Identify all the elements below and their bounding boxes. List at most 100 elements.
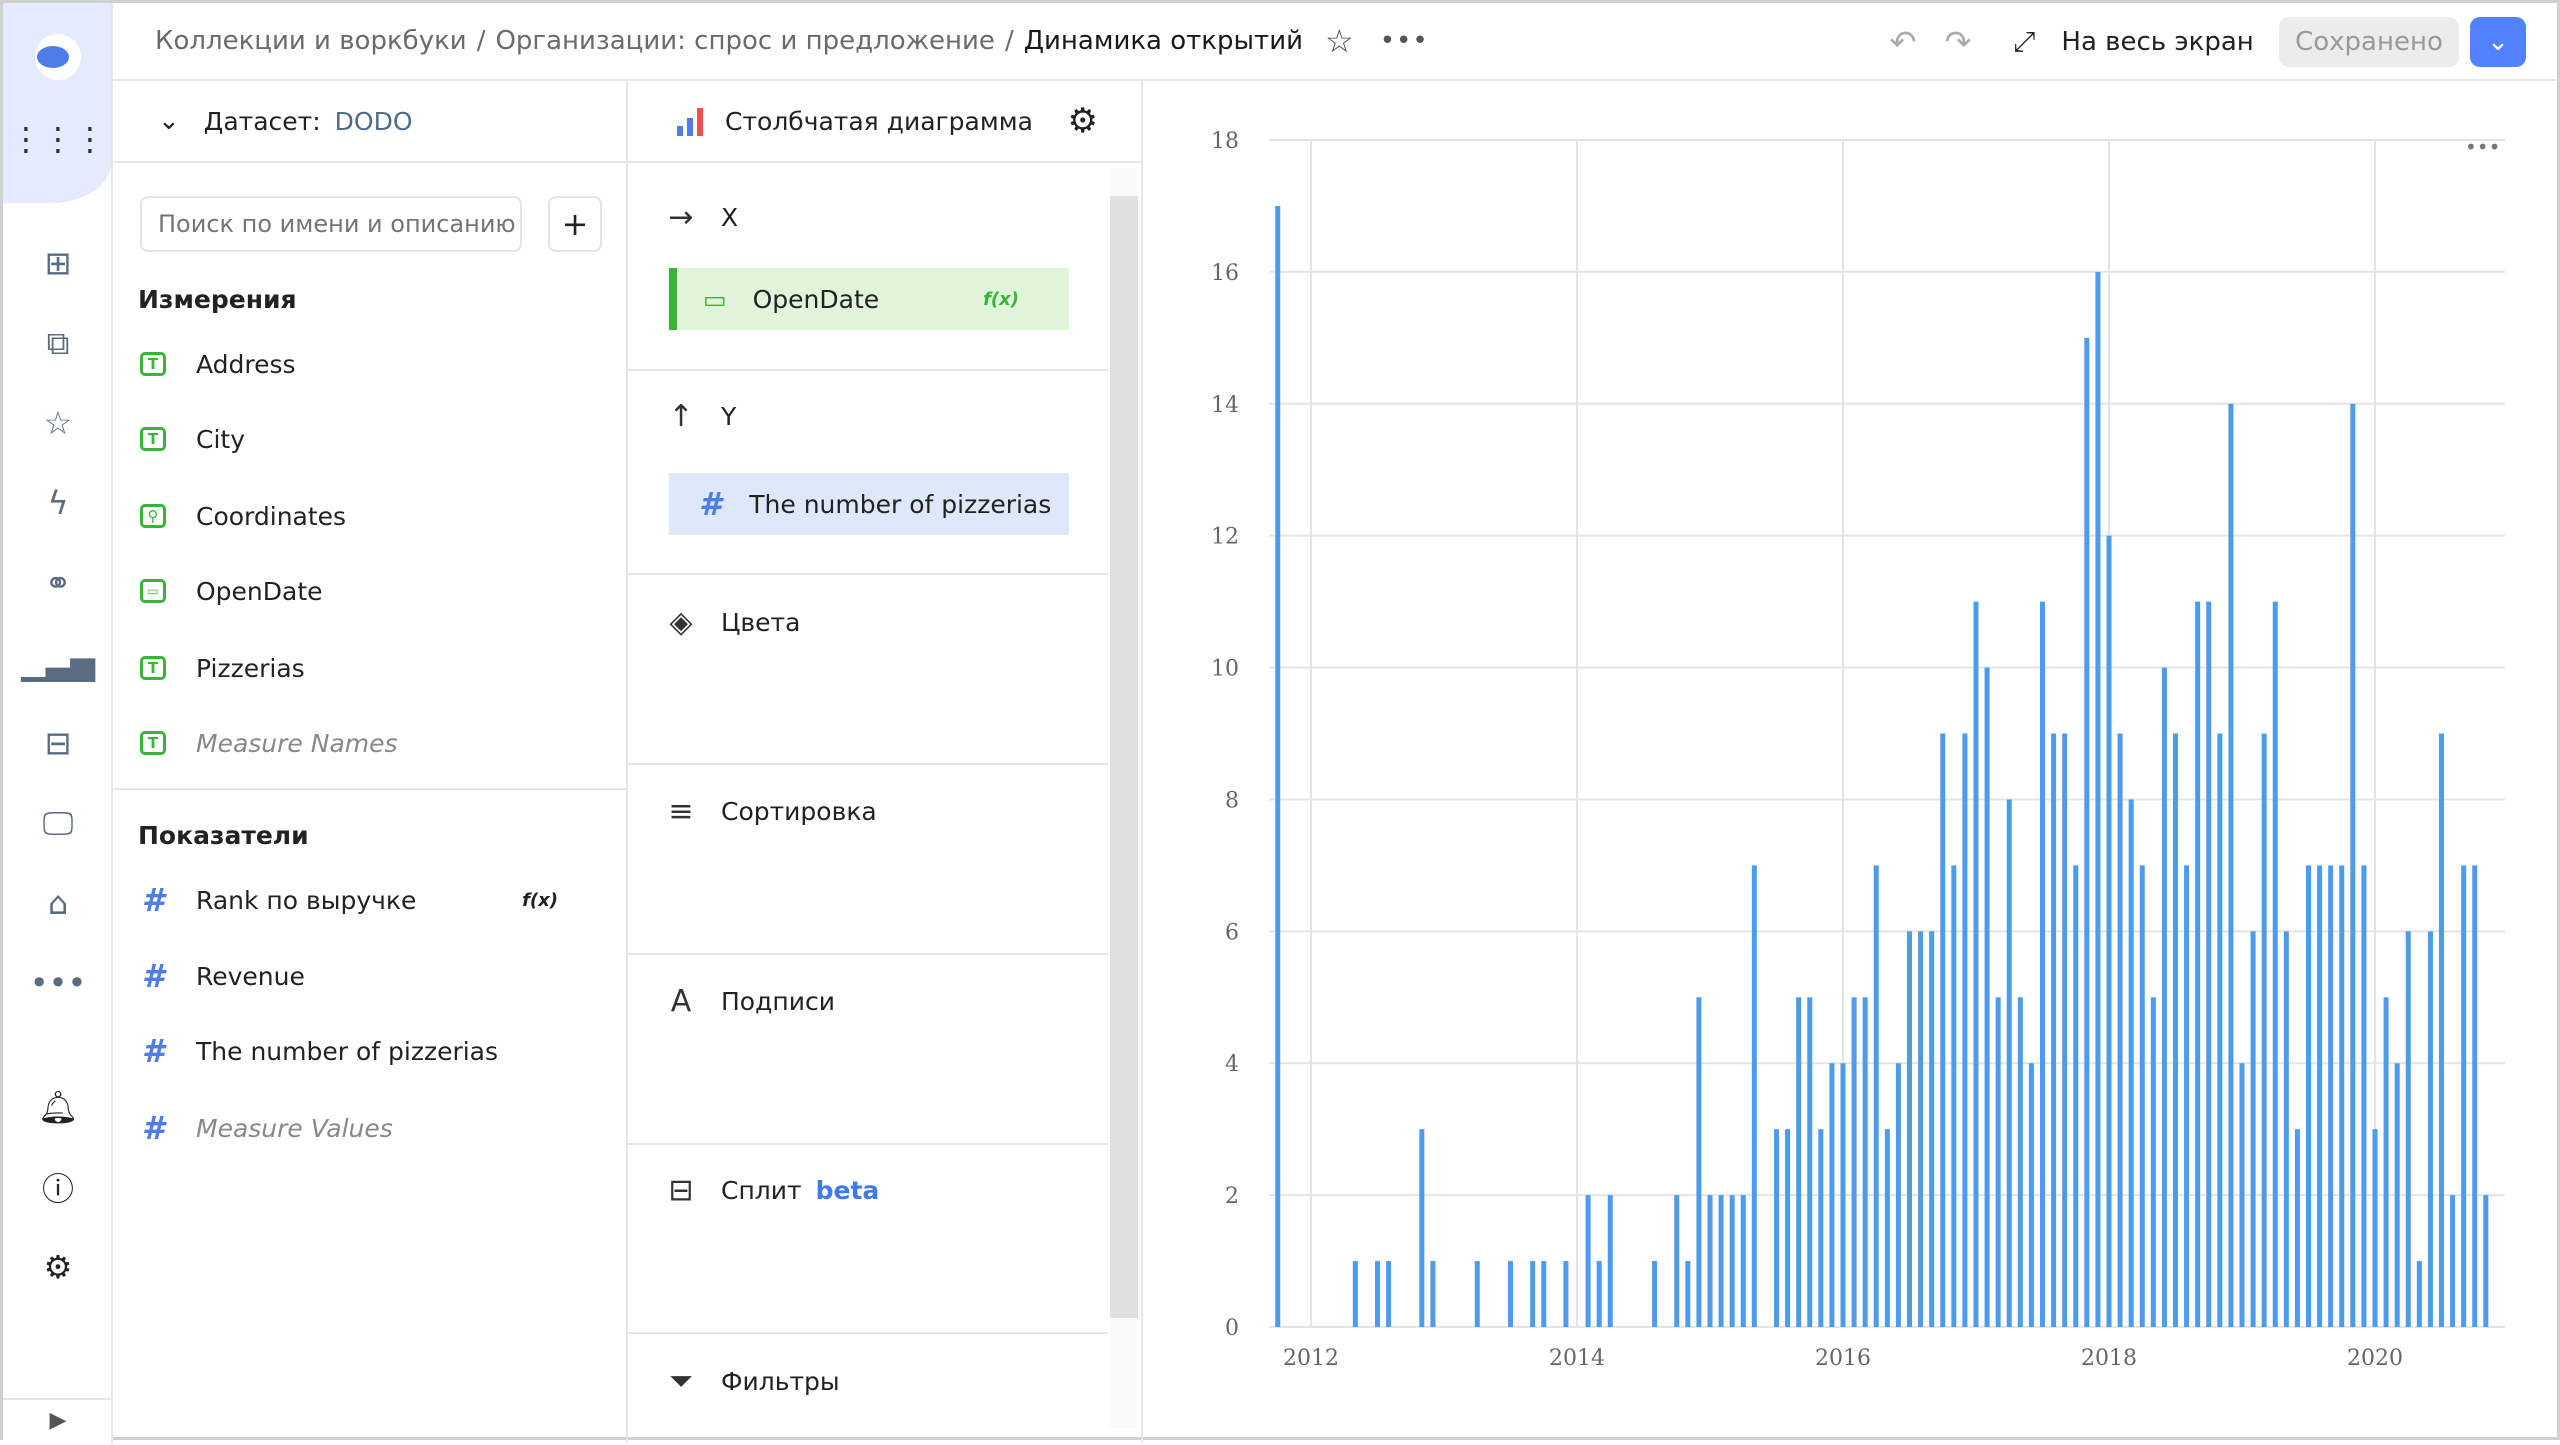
bar xyxy=(1774,1129,1779,1327)
bar xyxy=(1796,997,1802,1327)
split-section[interactable]: ⊟ Сплит beta xyxy=(663,1173,879,1208)
bar xyxy=(2394,1063,2400,1327)
bell-icon[interactable]: 🔔︎ xyxy=(37,1088,79,1126)
bar xyxy=(2405,931,2411,1327)
bar xyxy=(1785,1129,1791,1327)
chart-type-selector[interactable]: Столбчатая диаграмма ⚙ xyxy=(628,81,1143,163)
bar xyxy=(2006,799,2012,1327)
filters-section[interactable]: ⏷ Фильтры xyxy=(663,1364,840,1399)
bar xyxy=(2106,535,2112,1327)
favorite-star-icon[interactable]: ☆ xyxy=(1325,22,1354,60)
bar xyxy=(2184,865,2190,1327)
breadcrumb-workbook[interactable]: Организации: спрос и предложение xyxy=(495,26,995,56)
bar xyxy=(2350,403,2356,1327)
colors-section[interactable]: ◈ Цвета xyxy=(663,605,800,640)
bar xyxy=(2028,1063,2034,1327)
field-label: Pizzerias xyxy=(196,653,305,683)
dataset-name[interactable]: DODO xyxy=(334,106,413,136)
bar xyxy=(2128,799,2134,1327)
field-search-input[interactable] xyxy=(140,196,522,252)
folder-icon[interactable]: ⌂ xyxy=(47,884,69,922)
dashboard-icon[interactable]: ⊞ xyxy=(44,244,72,282)
table-icon[interactable]: ⊟ xyxy=(44,724,72,762)
bar xyxy=(1751,865,1757,1327)
bar xyxy=(1873,865,1879,1327)
dimension-city[interactable]: T City xyxy=(138,414,245,464)
bar xyxy=(2017,997,2023,1327)
add-field-button[interactable]: + xyxy=(548,196,602,252)
breadcrumb-collections[interactable]: Коллекции и воркбуки xyxy=(155,26,467,56)
bar xyxy=(1740,1195,1746,1327)
y-axis-section: ↑ Y xyxy=(663,399,736,434)
measure-number-of-pizzerias[interactable]: # The number of pizzerias xyxy=(138,1026,498,1076)
save-button[interactable]: Сохранено xyxy=(2279,17,2459,67)
scrollbar[interactable] xyxy=(1110,168,1138,1428)
formula-icon: f(x) xyxy=(983,288,1019,310)
bar xyxy=(1352,1261,1358,1327)
measure-revenue[interactable]: # Revenue xyxy=(138,951,305,1001)
bar xyxy=(1596,1261,1602,1327)
bar xyxy=(1851,997,1857,1327)
header: Коллекции и воркбуки / Организации: спрос… xyxy=(113,3,2557,81)
calendar-icon: ▭ xyxy=(703,284,727,314)
bar xyxy=(1685,1261,1691,1327)
collections-icon[interactable]: ⧉ xyxy=(46,323,70,362)
more-menu-icon[interactable]: ••• xyxy=(1379,26,1429,56)
more-icon[interactable]: ••• xyxy=(29,964,87,1002)
bar xyxy=(2328,865,2334,1327)
number-type-icon: # xyxy=(141,1032,165,1070)
connections-icon[interactable]: ⚭ xyxy=(44,564,72,602)
help-icon[interactable]: ⓘ xyxy=(41,1170,74,1208)
bar xyxy=(1862,997,1868,1327)
fullscreen-icon: ⤢ xyxy=(2013,25,2036,58)
chart-icon[interactable]: ▁▃▅ xyxy=(21,644,95,682)
apps-grid-icon[interactable]: ⋮⋮⋮ xyxy=(10,120,106,158)
settings-icon[interactable]: ⚙ xyxy=(43,1248,73,1286)
dimension-coordinates[interactable]: ⚲ Coordinates xyxy=(138,491,346,541)
bar xyxy=(1530,1261,1536,1327)
geo-type-icon: ⚲ xyxy=(140,504,166,528)
bar xyxy=(1674,1195,1680,1327)
bar xyxy=(2450,1195,2456,1327)
redo-icon[interactable]: ↷ xyxy=(1944,23,1972,61)
chart-menu-icon[interactable]: ••• xyxy=(2465,135,2501,159)
bar xyxy=(2427,931,2433,1327)
dimension-pizzerias[interactable]: T Pizzerias xyxy=(138,643,305,693)
bar xyxy=(1962,733,1968,1327)
measures-heading: Показатели xyxy=(138,821,309,850)
text-type-icon: T xyxy=(140,656,166,680)
text-type-icon: T xyxy=(140,731,166,755)
expand-nav-icon[interactable]: ▶ xyxy=(49,1407,67,1433)
dimension-measure-names[interactable]: T Measure Names xyxy=(138,718,398,768)
bar xyxy=(1818,1129,1824,1327)
fullscreen-button[interactable]: ⤢ На весь экран xyxy=(2013,17,2254,67)
lightning-icon[interactable]: ϟ xyxy=(47,484,69,522)
bar xyxy=(1918,931,1924,1327)
x-field-chip[interactable]: ▭ OpenDate f(x) xyxy=(669,268,1069,330)
y-tick-label: 14 xyxy=(1211,393,1239,418)
dimension-opendate[interactable]: ▭ OpenDate xyxy=(138,566,323,616)
save-options-dropdown[interactable]: ⌄ xyxy=(2470,17,2526,67)
measure-rank[interactable]: # Rank по выручке f(x) xyxy=(138,875,558,925)
y-tick-label: 6 xyxy=(1225,920,1239,945)
bar xyxy=(1541,1261,1547,1327)
bar xyxy=(2272,601,2278,1327)
y-field-chip[interactable]: # The number of pizzerias xyxy=(669,473,1069,535)
star-icon[interactable]: ☆ xyxy=(43,404,73,442)
bar xyxy=(1895,1063,1901,1327)
monitor-icon[interactable]: 🖵 xyxy=(42,803,74,842)
sort-section[interactable]: ≡ Сортировка xyxy=(663,794,876,829)
scrollbar-thumb[interactable] xyxy=(1110,196,1138,1318)
dimension-address[interactable]: T Address xyxy=(138,339,296,389)
arrow-right-icon: → xyxy=(668,200,694,235)
bar xyxy=(2051,733,2057,1327)
logo-icon[interactable] xyxy=(33,32,83,82)
measure-values[interactable]: # Measure Values xyxy=(138,1103,393,1153)
calendar-icon: ▭ xyxy=(140,579,166,603)
bar xyxy=(1884,1129,1890,1327)
dataset-selector[interactable]: ⌄ Датасет: DODO xyxy=(113,81,628,163)
field-label: Coordinates xyxy=(196,501,347,531)
undo-icon[interactable]: ↶ xyxy=(1889,23,1917,61)
labels-section[interactable]: A Подписи xyxy=(663,984,835,1019)
gear-icon[interactable]: ⚙ xyxy=(1067,101,1098,141)
